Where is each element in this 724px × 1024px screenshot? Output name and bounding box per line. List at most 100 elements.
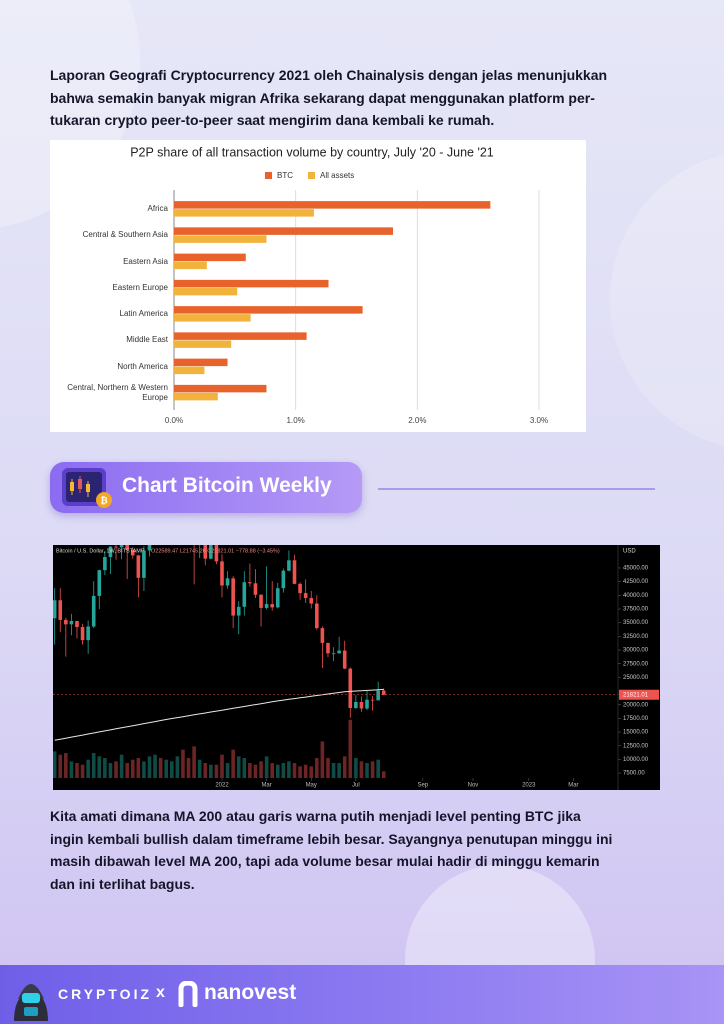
x-tick-label: 1.0% [287,416,305,425]
volume-bar [281,763,286,778]
candle-body [259,594,263,608]
candle-body [86,626,90,641]
bar [174,261,207,270]
volume-bar [58,754,63,778]
volume-bar [153,754,157,778]
volume-bar [209,764,213,778]
candle-body [370,699,375,701]
volume-bar [331,763,336,778]
y-tick-label: North America [117,361,168,371]
volume-bar [181,749,185,778]
volume-bar [75,763,79,778]
volume-bar [203,763,208,778]
volume-bar [108,763,113,778]
volume-bar [236,756,241,778]
volume-bar [248,763,252,778]
brand-separator: x [156,984,165,1001]
x-tick-label: 2.0% [408,416,426,425]
volume-bar [298,766,302,778]
volume-bar [130,759,135,778]
section-icon: ₿ [62,468,112,508]
bar [174,201,491,209]
bar [174,314,251,322]
bar [174,340,232,348]
candle-body [253,583,258,595]
x-tick-label: Mar [261,783,271,789]
bar [174,235,267,243]
x-tick-label: Nov [468,783,479,789]
candle-body [298,583,302,594]
candle-body [248,582,252,584]
ohlc-readout: O22589.47 L21745.26 C21821.01 −778.88 (−… [151,548,280,554]
y-tick-label: Central & Southern Asia [82,230,168,240]
volume-bar [103,758,107,778]
volume-bar [91,753,96,778]
volume-bar [97,756,102,778]
ma-line [54,688,384,741]
candle-body [270,604,274,608]
text-line: Kita amati dimana MA 200 atau garis warn… [50,808,581,824]
y-tick-label: 15000.00 [623,730,649,736]
section-title: Chart Bitcoin Weekly [122,474,332,497]
x-tick-label: Mar [568,783,578,789]
candle-body [331,653,336,655]
volume-bar [365,763,369,778]
text-line: masih dibawah level MA 200, tapi ada vol… [50,853,600,870]
volume-bar [320,741,325,778]
volume-bar [231,749,235,778]
y-axis-label: USD [623,549,636,555]
x-tick-label: 2023 [522,783,536,789]
volume-bar [69,761,74,778]
candle-body [292,560,297,584]
candle-body [337,650,341,654]
legend-label: BTC [277,171,293,180]
y-tick-label: Eastern Europe [112,282,168,292]
candle-body [309,598,314,604]
x-tick-label: Sep [417,783,428,789]
y-tick-label: 10000.00 [623,757,649,763]
volume-bar [303,764,308,778]
volume-bar [315,758,319,778]
volume-bar [259,761,263,778]
volume-bar [197,759,202,778]
volume-bar [214,764,219,778]
y-tick-label: 42500.00 [623,579,649,585]
volume-bar [53,751,57,778]
candle-body [342,650,347,669]
y-tick-label: 7500.00 [623,771,645,777]
candle-body [53,600,57,619]
candle-body [231,578,235,616]
candle-body [69,621,74,625]
legend-swatch [265,172,272,179]
x-tick-label: 3.0% [530,416,548,425]
candle-body [108,546,113,558]
candle-body [220,561,224,586]
bar-chart: P2P share of all transaction volume by c… [50,140,586,432]
candle-body [119,545,124,548]
volume-bar [142,761,146,778]
chart-title: Bitcoin / U.S. Dollar, 1W, BITSTAMP [56,548,145,554]
y-tick-label: Africa [147,204,168,214]
y-tick-label: 45000.00 [623,566,649,572]
candle-body [209,545,213,559]
bar [174,332,307,340]
legend-swatch [308,172,315,179]
candle-body [376,690,380,701]
candle-body [315,603,319,629]
candle-body [80,627,85,641]
x-tick-label: 0.0% [165,416,183,425]
bar [174,279,329,288]
candle-body [136,555,141,578]
text-line: bahwa semakin banyak migran Afrika sekar… [50,89,595,106]
volume-bar [80,764,85,778]
candle-body [125,545,129,550]
cryptoiz-logo [14,984,48,1021]
candle-body [203,545,208,559]
volume-bar [86,759,90,778]
candle-body [275,588,280,608]
body-text: Kita amati dimana MA 200 atau garis warn… [50,805,612,895]
candle-body [242,582,247,607]
volume-bar [309,766,314,778]
y-tick-label: 25000.00 [623,675,649,681]
